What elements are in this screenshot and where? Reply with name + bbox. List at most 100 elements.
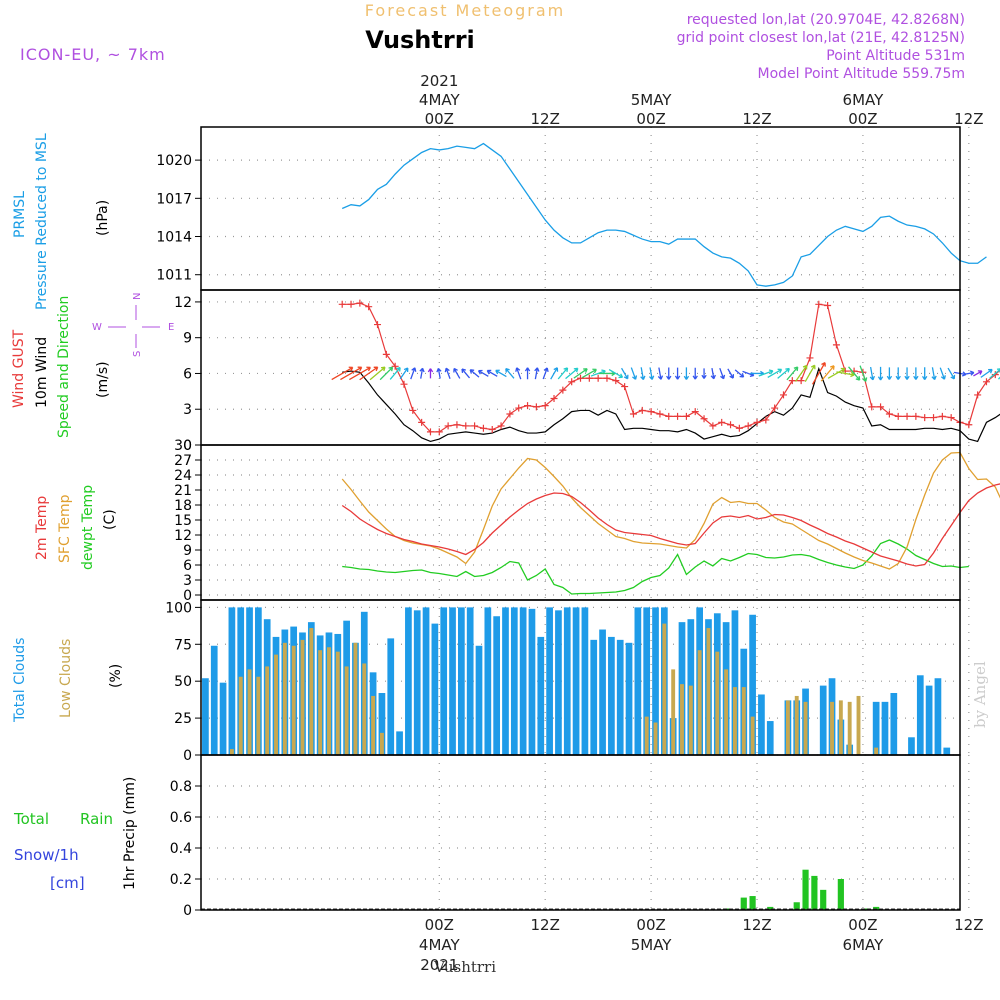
- wind-direction-arrow: [565, 367, 579, 380]
- total-cloud-bar: [466, 607, 474, 755]
- gust-marker: [559, 386, 567, 394]
- wind-direction-arrow: [973, 370, 983, 377]
- wind-direction-arrow: [727, 368, 735, 379]
- total-cloud-bar: [872, 701, 880, 755]
- cloud-axis-labels: Total Clouds Low Clouds (%): [12, 638, 124, 723]
- temp-dew-label: dewpt Temp: [80, 485, 96, 570]
- gust-marker: [471, 422, 479, 430]
- y-tick-label: 9: [183, 543, 192, 559]
- y-tick-label: 25: [174, 711, 192, 727]
- low-cloud-bar: [229, 749, 234, 755]
- gust-marker: [762, 416, 770, 424]
- gust-marker: [912, 412, 920, 420]
- total-cloud-bar: [228, 607, 236, 755]
- low-cloud-bar: [785, 700, 790, 755]
- gust-marker: [877, 403, 885, 411]
- rain-bar: [767, 906, 774, 910]
- total-cloud-bar: [502, 607, 509, 755]
- y-tick-label: 100: [165, 600, 192, 616]
- total-cloud-bar: [378, 693, 386, 755]
- gust-marker: [691, 408, 699, 416]
- low-cloud-bar: [838, 700, 843, 755]
- total-cloud-bar: [625, 642, 633, 755]
- rain-bar: [873, 906, 880, 910]
- wind-direction-arrow: [581, 368, 597, 379]
- total-cloud-bar: [925, 685, 933, 755]
- compass-s: S: [132, 351, 143, 357]
- wind-gust-label: Wind GUST: [11, 329, 27, 408]
- pressure-unit: (hPa): [95, 200, 111, 236]
- y-tick-label: 1011: [156, 268, 192, 284]
- wind-direction-arrow: [410, 367, 417, 380]
- location-title: Vushtrri: [365, 26, 475, 54]
- wind-direction-arrow: [359, 366, 379, 381]
- total-cloud-bar: [749, 614, 756, 755]
- time-tick-bottom-label: 00Z: [425, 916, 454, 934]
- low-cloud-bar: [671, 669, 676, 755]
- total-cloud-bar: [819, 685, 827, 755]
- total-cloud-bar: [510, 607, 518, 755]
- wind-direction-arrow: [469, 369, 480, 378]
- gust-marker: [453, 421, 461, 429]
- y-tick-label: 0.8: [170, 779, 192, 795]
- total-cloud-bar: [563, 607, 571, 755]
- grid-point-coords: grid point closest lon,lat (21E, 42.8125…: [677, 30, 965, 46]
- chart-panels: 1011101410171020036912036912151821242730…: [156, 126, 1000, 919]
- wind-direction-arrow: [349, 366, 371, 381]
- total-cloud-bar: [634, 607, 642, 755]
- panel-border: [200, 599, 961, 756]
- panel-border: [200, 126, 961, 291]
- wind-direction-arrow: [461, 368, 471, 379]
- low-cloud-bar: [874, 747, 879, 755]
- gust-marker: [603, 374, 611, 382]
- precip-rain-label: Rain: [80, 810, 113, 828]
- y-tick-label: 0.4: [170, 841, 192, 857]
- wind-direction-arrow: [827, 367, 846, 379]
- y-tick-label: 9: [183, 331, 192, 347]
- wind-direction-arrow: [542, 367, 549, 380]
- total-cloud-bar: [219, 682, 227, 755]
- gust-marker: [568, 378, 576, 386]
- y-tick-label: 21: [174, 483, 192, 499]
- wind-direction-arrow: [820, 365, 835, 382]
- y-tick-label: 12: [174, 528, 192, 544]
- wind-direction-arrow: [515, 367, 522, 380]
- model-altitude: Model Point Altitude 559.75m: [758, 66, 965, 82]
- time-tick-top-label: 12Z: [531, 110, 560, 128]
- precip-total-label: Total: [13, 810, 49, 828]
- panel-wind: 0 3 6 9 12: [174, 289, 1000, 454]
- wind-direction-arrow: [719, 367, 726, 380]
- gust-marker: [894, 412, 902, 420]
- total-cloud-bar: [422, 607, 430, 755]
- gust-marker: [497, 422, 505, 430]
- low-cloud-bar: [706, 628, 711, 755]
- y-tick-label: 0.2: [170, 872, 192, 888]
- wind-direction-arrow: [683, 367, 690, 380]
- panel-precip: 0 0.2 0.4 0.6 0.8: [170, 754, 970, 919]
- wind-direction-arrow: [931, 367, 937, 381]
- y-tick-label: 0: [183, 438, 192, 454]
- compass-rose: N S W E: [92, 293, 174, 357]
- low-cloud-bar: [733, 687, 737, 755]
- wind-direction-arrow: [980, 368, 993, 378]
- time-tick-top-label: 2021: [420, 72, 458, 90]
- gust-marker: [656, 410, 664, 418]
- total-cloud-bar: [528, 608, 536, 755]
- low-cloud-bar: [741, 687, 746, 755]
- wind-direction-arrow: [886, 367, 893, 380]
- wind-direction-arrow: [877, 366, 884, 381]
- footer-location: Vushtrri: [433, 958, 496, 976]
- gust-marker: [418, 418, 426, 426]
- low-cloud-bar: [379, 732, 384, 755]
- y-tick-label: 0: [183, 588, 192, 604]
- time-tick-top-label: 5MAY: [631, 91, 673, 109]
- total-cloud-bar: [652, 607, 659, 755]
- low-cloud-bar: [274, 654, 278, 755]
- gust-marker: [930, 414, 938, 422]
- gust-marker: [409, 406, 417, 414]
- cloud-unit: (%): [108, 664, 124, 688]
- low-cloud-bar: [724, 669, 729, 755]
- wind-direction-arrow: [331, 366, 354, 381]
- gust-marker: [382, 350, 390, 358]
